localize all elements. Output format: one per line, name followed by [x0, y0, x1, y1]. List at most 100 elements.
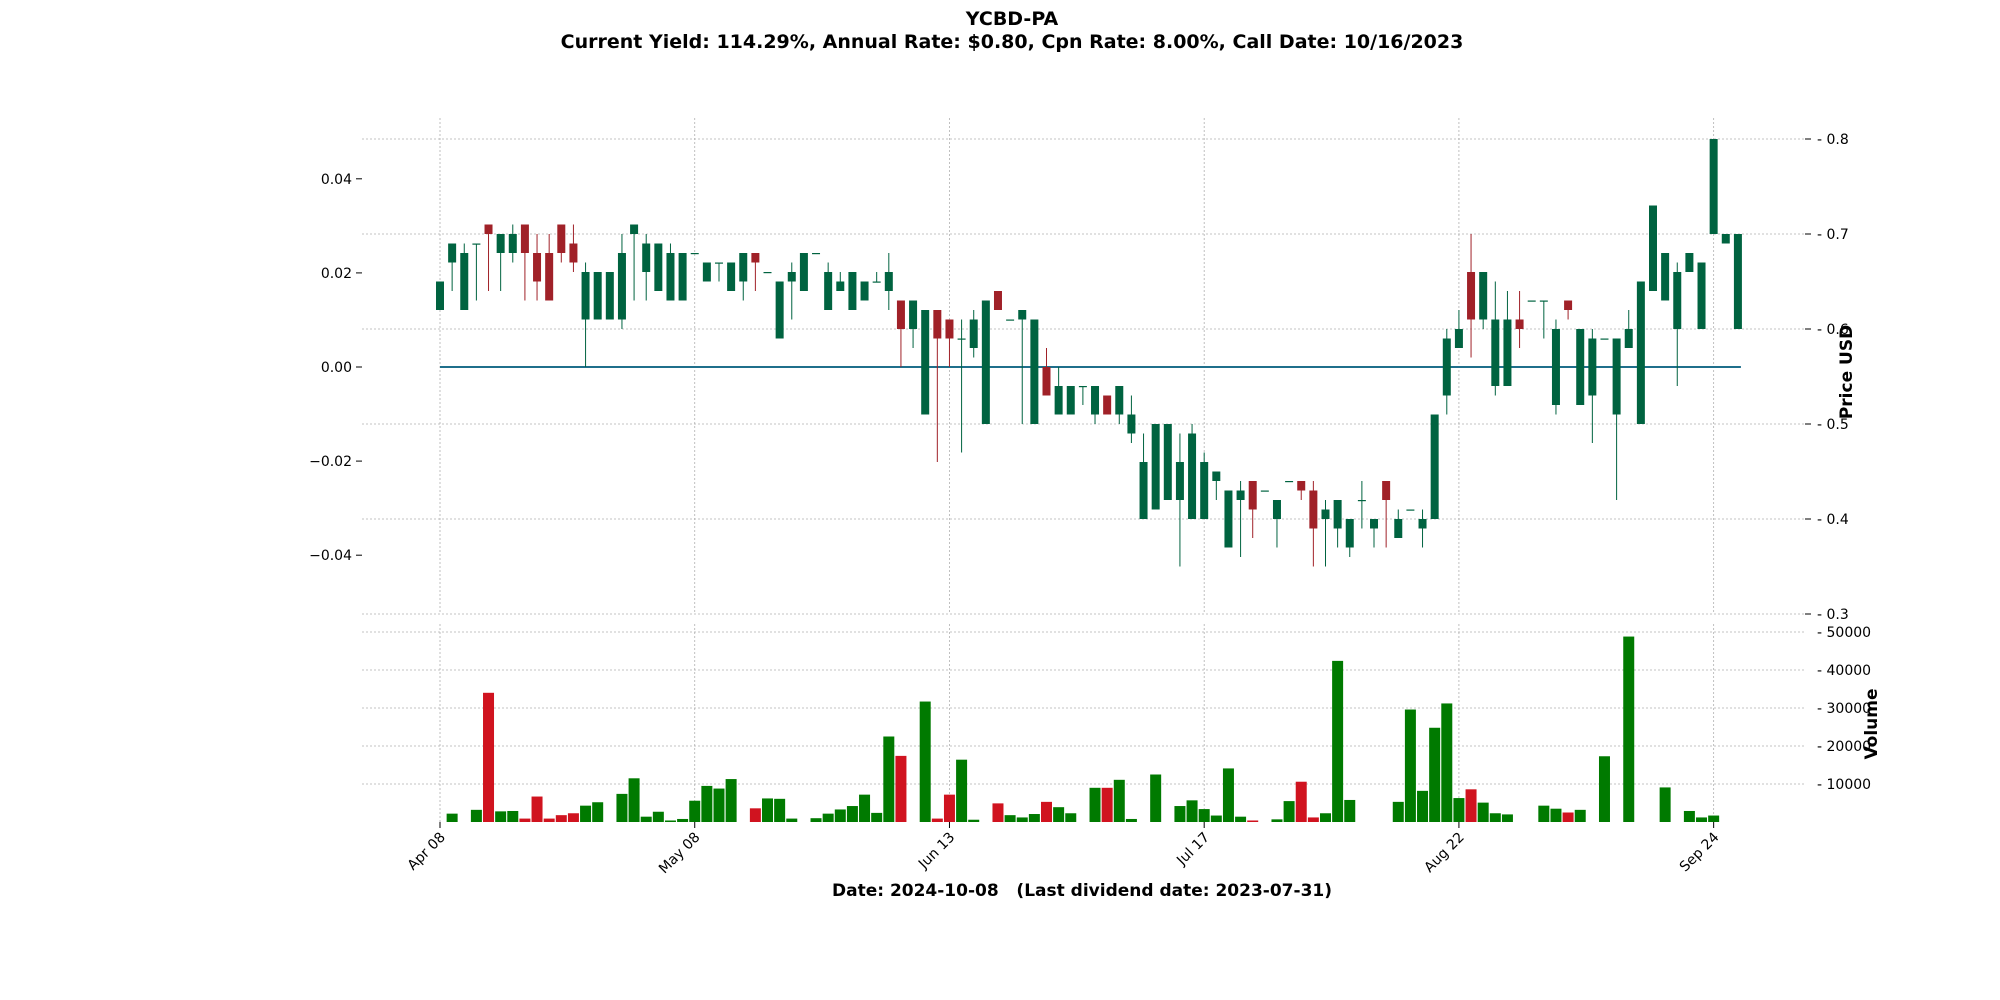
volume-bar: [1574, 809, 1586, 822]
x-tick-label: Apr 08: [405, 830, 449, 874]
candles: [436, 139, 1742, 567]
volume-bar: [1344, 799, 1356, 822]
candle-body: [739, 253, 748, 282]
candle-body: [484, 224, 493, 234]
volume-bar: [919, 701, 931, 822]
candle-body: [1006, 319, 1015, 321]
candle-body: [1066, 386, 1075, 415]
x-tick-label: Jun 13: [915, 830, 958, 873]
volume-bar: [931, 818, 943, 822]
volume-bar: [1550, 808, 1562, 822]
volume-bar: [1053, 807, 1065, 822]
volume-bar: [1295, 781, 1307, 822]
volume-bar: [1465, 789, 1477, 822]
candle-body: [593, 272, 602, 320]
candle-body: [1248, 481, 1257, 510]
yield-tick-label: 0.00: [321, 360, 352, 376]
candle-body: [1345, 519, 1354, 548]
candle-body: [1370, 519, 1379, 529]
volume-tick-label: - 10000: [1817, 777, 1871, 793]
price-tick-label: - 0.6: [1817, 322, 1849, 338]
volume-bar: [1598, 756, 1610, 822]
yield-tick-label: 0.04: [321, 172, 352, 188]
volume-bar: [507, 810, 519, 822]
volume-bar: [1477, 802, 1489, 822]
volume-bar: [1041, 801, 1052, 822]
candle-body: [1600, 338, 1609, 340]
candle-body: [727, 262, 736, 291]
volume-bar: [652, 811, 664, 822]
candle-body: [993, 291, 1002, 310]
volume-bar: [519, 818, 531, 822]
candle-body: [1091, 386, 1100, 415]
candle-body: [969, 319, 978, 348]
x-tick-label: Jul 17: [1173, 830, 1213, 870]
axes: - 0.3 - 0.4 - 0.5 - 0.6 - 0.7 - 0.8 - 10000 - 2…: [309, 132, 1871, 877]
candle-body: [1661, 253, 1670, 301]
candle-body: [1115, 386, 1124, 415]
price-tick-label: - 0.8: [1817, 132, 1849, 148]
candle-body: [520, 224, 529, 253]
candle-body: [981, 300, 990, 424]
candle-body: [872, 281, 881, 283]
volume-bar: [774, 798, 786, 822]
volume-bar: [1016, 817, 1028, 822]
volume-bar: [1453, 798, 1465, 822]
volume-bar: [677, 818, 689, 822]
candle-body: [654, 243, 663, 291]
volume-bar: [1028, 814, 1040, 822]
candle-body: [1551, 329, 1560, 405]
candle-body: [1406, 509, 1415, 511]
volume-bar: [628, 778, 640, 822]
volume-bar: [1404, 709, 1416, 822]
volume-bar: [883, 736, 895, 822]
candle-body: [775, 281, 784, 339]
candle-body: [690, 253, 699, 255]
volume-bar: [1538, 805, 1550, 822]
candle-body: [617, 253, 626, 320]
candle-body: [1200, 462, 1209, 519]
candle-body: [1697, 262, 1706, 329]
volume-bar: [580, 805, 592, 822]
candle-body: [472, 243, 481, 245]
price-tick-label: - 0.5: [1817, 417, 1849, 433]
volume-bar: [1501, 814, 1513, 822]
candle-body: [1467, 272, 1476, 320]
candle-body: [1733, 234, 1742, 329]
volume-bar: [1307, 817, 1319, 822]
candle-body: [848, 272, 857, 310]
volume-bar: [1332, 660, 1344, 822]
volume-bar: [1198, 809, 1210, 822]
candle-body: [1054, 386, 1063, 415]
volume-bar: [1004, 815, 1016, 822]
candle-body: [1321, 509, 1330, 519]
candle-body: [605, 272, 614, 320]
volume-bar: [992, 803, 1004, 822]
volume-bar: [1101, 787, 1113, 822]
x-axis-label: Date: 2024-10-08 (Last dividend date: 20…: [832, 881, 1332, 901]
volume-bar: [1696, 817, 1708, 822]
candle-body: [933, 310, 942, 339]
volume-bar: [725, 779, 737, 822]
volume-bar: [616, 793, 628, 822]
volume-bar: [1708, 815, 1720, 822]
candle-body: [1430, 414, 1439, 519]
volume-bar: [1210, 815, 1222, 822]
candle-body: [581, 272, 590, 320]
candle-body: [1649, 205, 1657, 291]
candle-body: [1442, 338, 1451, 396]
candle-body: [678, 253, 687, 301]
volume-bar: [749, 808, 761, 822]
candle-body: [1394, 519, 1403, 538]
candle-body: [714, 262, 723, 264]
price-tick-label: - 0.7: [1817, 227, 1849, 243]
candle-body: [1285, 481, 1294, 483]
volume-bar: [1235, 816, 1247, 822]
candle-body: [1454, 329, 1463, 348]
candle-body: [1527, 300, 1536, 302]
candle-body: [1151, 424, 1160, 510]
candle-body: [1588, 338, 1597, 396]
volume-bar: [1683, 810, 1695, 822]
volume-bar: [555, 815, 567, 822]
